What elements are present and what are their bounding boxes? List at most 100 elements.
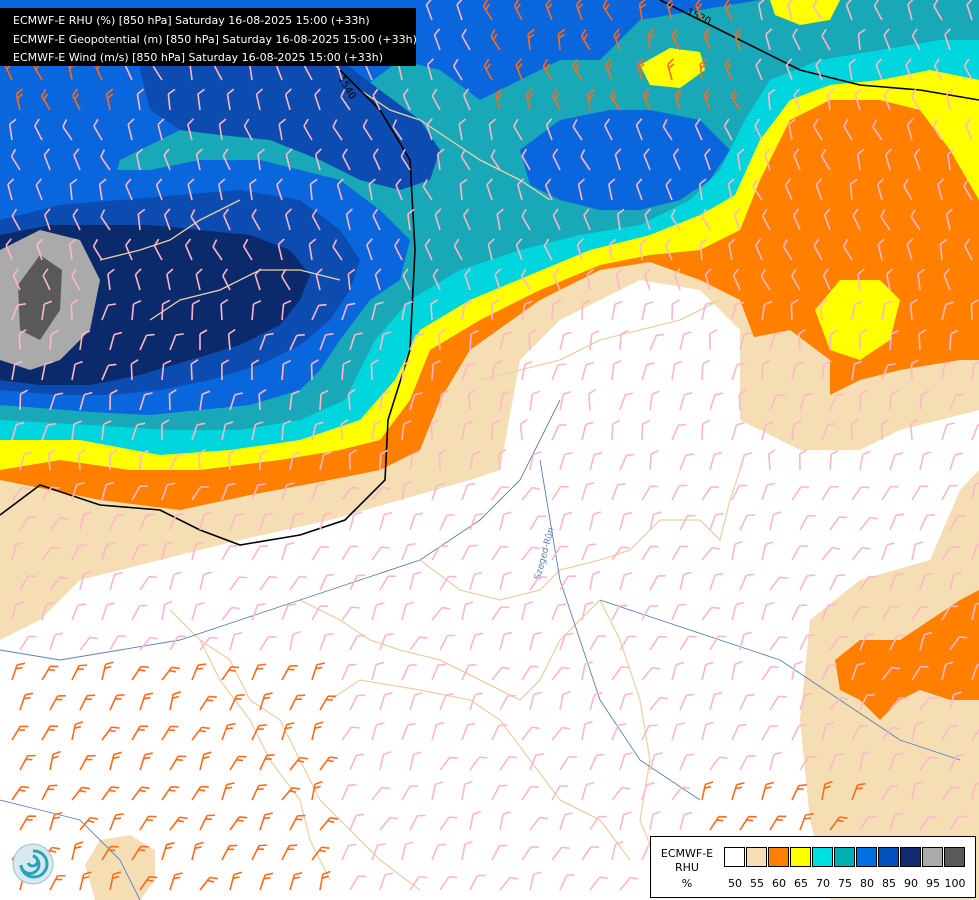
wind-barb bbox=[829, 696, 849, 711]
rh-band-100 bbox=[18, 255, 62, 340]
wind-barb bbox=[754, 118, 763, 141]
wind-barb bbox=[349, 813, 365, 831]
wind-barb bbox=[161, 482, 176, 501]
wind-barb bbox=[499, 756, 518, 771]
wind-barb bbox=[918, 328, 927, 351]
wind-barb bbox=[281, 722, 295, 741]
wind-barb bbox=[341, 545, 359, 561]
wind-barb bbox=[641, 485, 659, 501]
wind-barb bbox=[881, 363, 896, 381]
wind-barb bbox=[431, 88, 441, 111]
wind-barb bbox=[619, 571, 633, 591]
wind-barb bbox=[281, 359, 292, 381]
wind-barb bbox=[572, 59, 583, 81]
wind-barb bbox=[699, 238, 708, 261]
wind-barb bbox=[581, 781, 595, 801]
wind-barb bbox=[589, 635, 606, 651]
wind-barb bbox=[610, 89, 621, 111]
wind-barb bbox=[583, 208, 591, 231]
wind-barb bbox=[829, 635, 848, 651]
wind-barb bbox=[641, 605, 658, 621]
wind-barb bbox=[731, 723, 747, 741]
wind-barb bbox=[19, 754, 36, 771]
wind-barb bbox=[859, 516, 879, 531]
wind-barb bbox=[934, 58, 943, 81]
wind-barb bbox=[551, 485, 569, 501]
wind-barb bbox=[791, 268, 801, 291]
wind-barb bbox=[137, 208, 146, 231]
wind-barb bbox=[229, 755, 247, 771]
wind-barb bbox=[251, 545, 268, 561]
wind-barb bbox=[851, 725, 868, 741]
wind-barb bbox=[41, 360, 53, 381]
wind-barb bbox=[19, 635, 37, 651]
wind-barb bbox=[611, 604, 628, 621]
wind-barb bbox=[131, 665, 149, 681]
wind-barb bbox=[971, 726, 979, 741]
wind-barb bbox=[422, 179, 433, 201]
wind-barb bbox=[5, 238, 13, 261]
wind-barb bbox=[311, 662, 325, 681]
wind-barb bbox=[521, 360, 533, 381]
wind-barb bbox=[332, 239, 343, 261]
wind-barb bbox=[793, 208, 801, 231]
wind-barb bbox=[752, 179, 763, 201]
wind-barb bbox=[371, 486, 391, 501]
wind-barb bbox=[461, 420, 473, 441]
wind-barb bbox=[521, 546, 540, 561]
wind-barb bbox=[666, 0, 674, 21]
wind-barb bbox=[572, 119, 583, 141]
wind-barb bbox=[679, 693, 695, 711]
wind-barb bbox=[490, 29, 501, 51]
wind-barb bbox=[157, 118, 165, 141]
wind-barb bbox=[731, 362, 746, 381]
wind-barb bbox=[611, 546, 630, 561]
wind-barb bbox=[109, 751, 122, 771]
wind-barb bbox=[49, 632, 64, 651]
wind-barb bbox=[761, 482, 776, 501]
wind-barb bbox=[672, 148, 681, 171]
wind-barb bbox=[581, 299, 591, 321]
wind-barb bbox=[131, 604, 148, 621]
wind-barb bbox=[611, 482, 626, 501]
wind-barb bbox=[589, 451, 603, 471]
wind-barb bbox=[911, 88, 921, 111]
wind-barb bbox=[41, 88, 51, 111]
wind-barb bbox=[251, 208, 261, 231]
wind-barb bbox=[797, 328, 806, 351]
wind-barb bbox=[767, 448, 776, 471]
wind-barb bbox=[611, 841, 624, 861]
legend-tick-label: 55 bbox=[750, 877, 764, 890]
wind-barb bbox=[101, 726, 120, 741]
wind-barb bbox=[19, 815, 37, 831]
wind-barb bbox=[724, 58, 733, 81]
wind-barb bbox=[379, 751, 392, 771]
wind-barb bbox=[184, 238, 193, 261]
wind-barb bbox=[589, 330, 600, 351]
wind-barb bbox=[161, 419, 170, 441]
wind-barb bbox=[821, 546, 841, 561]
wind-barb bbox=[43, 148, 51, 171]
wind-barb bbox=[589, 570, 601, 591]
wind-barb bbox=[460, 148, 471, 171]
wind-barb bbox=[527, 28, 536, 51]
wind-barb bbox=[439, 389, 449, 411]
wind-barb bbox=[191, 841, 204, 861]
wind-barb bbox=[880, 209, 891, 231]
wind-barb bbox=[739, 754, 756, 771]
wind-barb bbox=[49, 392, 64, 411]
wind-barb bbox=[857, 268, 865, 291]
wind-barb bbox=[559, 331, 572, 351]
wind-barb bbox=[529, 576, 548, 591]
wind-barb bbox=[649, 390, 660, 411]
wind-barb bbox=[679, 331, 692, 351]
wind-barb bbox=[877, 238, 885, 261]
wind-barb bbox=[229, 693, 245, 711]
wind-barb bbox=[943, 268, 951, 291]
wind-barb bbox=[101, 303, 116, 321]
wind-barb bbox=[829, 516, 848, 531]
wind-barb bbox=[785, 58, 793, 81]
wind-barb bbox=[851, 300, 863, 321]
wind-barb bbox=[409, 512, 424, 531]
wind-barb bbox=[619, 752, 633, 771]
